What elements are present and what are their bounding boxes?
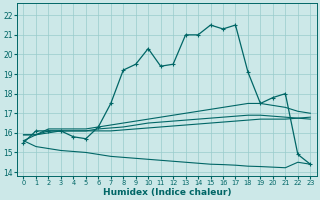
- X-axis label: Humidex (Indice chaleur): Humidex (Indice chaleur): [103, 188, 231, 197]
